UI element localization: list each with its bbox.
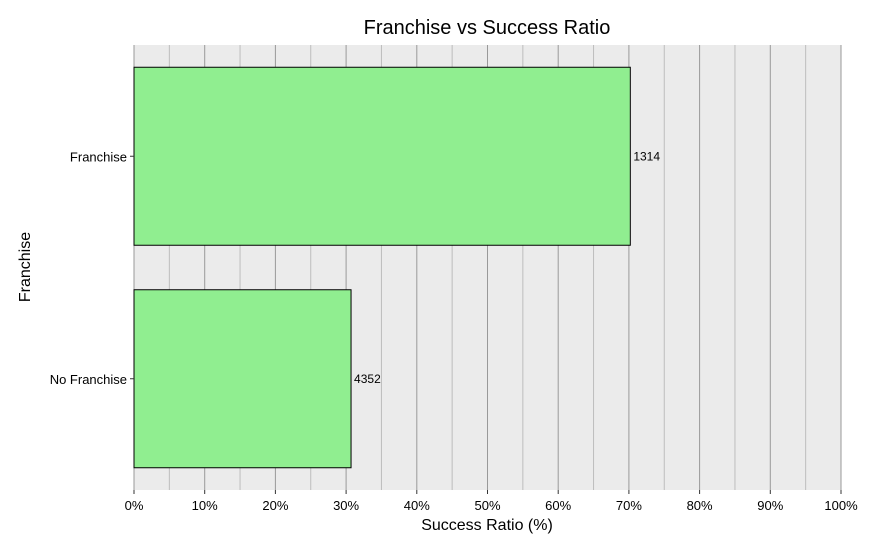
- x-tick-label: 90%: [757, 498, 783, 513]
- x-tick-label: 70%: [616, 498, 642, 513]
- data-label: 1314: [633, 149, 660, 163]
- x-tick-label: 80%: [687, 498, 713, 513]
- x-tick-label: 100%: [824, 498, 858, 513]
- x-axis-ticks: 0% 10% 20% 30% 40% 50% 60% 70% 80% 90% 100%: [125, 490, 858, 513]
- x-tick-label: 60%: [545, 498, 571, 513]
- bar: [133, 66, 631, 246]
- x-tick-label: 30%: [333, 498, 359, 513]
- data-label: 4352: [354, 372, 381, 386]
- y-tick-label: No Franchise: [50, 372, 127, 387]
- x-tick-label: 50%: [474, 498, 500, 513]
- y-axis-title: Franchise: [17, 232, 34, 302]
- y-axis-ticks: No Franchise Franchise: [50, 149, 134, 387]
- bars: [133, 66, 631, 469]
- data-labels: 4352 1314: [354, 149, 660, 386]
- x-tick-label: 20%: [262, 498, 288, 513]
- x-tick-label: 0%: [125, 498, 144, 513]
- y-tick-label: Franchise: [70, 149, 127, 164]
- x-axis-title: Success Ratio (%): [421, 517, 553, 534]
- chart-title: Franchise vs Success Ratio: [364, 17, 611, 39]
- bar: [133, 289, 352, 469]
- x-tick-label: 10%: [192, 498, 218, 513]
- x-tick-label: 40%: [404, 498, 430, 513]
